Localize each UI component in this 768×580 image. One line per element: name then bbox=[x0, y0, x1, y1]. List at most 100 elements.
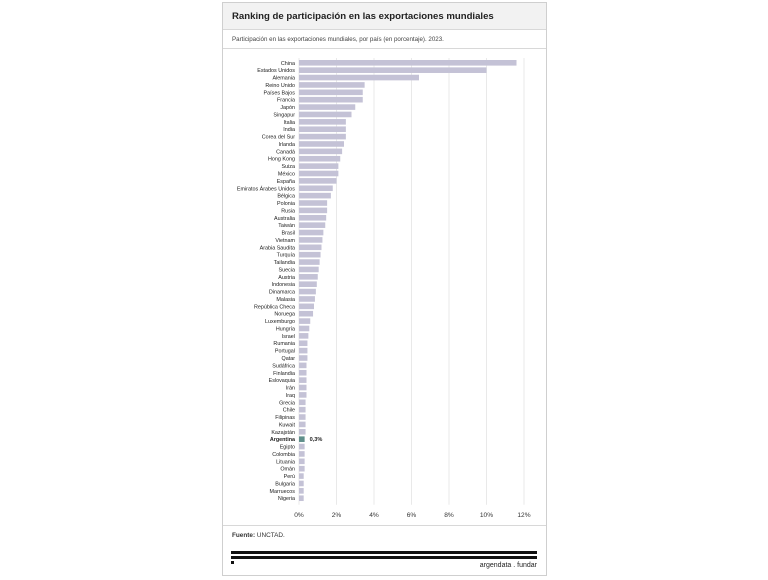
category-label-25: Arabia Saudita bbox=[260, 245, 295, 251]
bar-59 bbox=[299, 495, 304, 502]
bar-53 bbox=[299, 451, 305, 457]
category-label-23: Brasil bbox=[282, 231, 295, 237]
bar-40 bbox=[299, 355, 308, 361]
x-tick-label-1: 2% bbox=[332, 512, 342, 519]
bar-11 bbox=[299, 141, 344, 147]
category-label-10: Corea del Sur bbox=[262, 135, 295, 141]
category-label-32: Malasia bbox=[276, 297, 295, 303]
category-label-59: Nigeria bbox=[278, 496, 295, 502]
category-label-50: Kazajstán bbox=[271, 430, 295, 436]
category-label-7: Singapur bbox=[273, 112, 295, 118]
chart-card: Ranking de participación en las exportac… bbox=[222, 2, 547, 576]
bar-46 bbox=[299, 399, 306, 406]
category-label-0: China bbox=[281, 61, 295, 67]
category-label-57: Bulgaria bbox=[275, 481, 295, 487]
category-label-38: Rumania bbox=[273, 341, 295, 347]
bar-36 bbox=[299, 325, 310, 332]
category-label-33: República Checa bbox=[254, 304, 295, 310]
bar-10 bbox=[299, 133, 346, 140]
category-label-2: Alemania bbox=[273, 76, 295, 82]
category-label-6: Japón bbox=[280, 105, 295, 111]
category-label-51: Argentina bbox=[270, 437, 296, 443]
source-bar: Fuente: UNCTAD. bbox=[223, 525, 546, 545]
x-tick-label-3: 6% bbox=[407, 512, 417, 519]
category-label-4: Países Bajos bbox=[264, 90, 296, 96]
category-label-29: Austria bbox=[278, 275, 295, 281]
source-label: Fuente: bbox=[232, 532, 256, 539]
bar-18 bbox=[299, 192, 331, 199]
category-label-14: Suiza bbox=[282, 164, 296, 170]
bar-17 bbox=[299, 185, 333, 192]
bar-50 bbox=[299, 429, 306, 435]
bar-22 bbox=[299, 222, 326, 228]
bar-51 bbox=[299, 436, 305, 442]
data-label-highlight: 0,3% bbox=[310, 437, 323, 443]
category-label-53: Colombia bbox=[272, 452, 295, 458]
category-label-58: Marruecos bbox=[270, 489, 296, 495]
bar-42 bbox=[299, 369, 307, 376]
bar-21 bbox=[299, 214, 327, 221]
bar-30 bbox=[299, 281, 317, 287]
category-label-48: Filipinas bbox=[275, 415, 295, 421]
bar-3 bbox=[299, 82, 365, 88]
category-label-40: Qatar bbox=[282, 356, 296, 362]
x-tick-label-2: 4% bbox=[369, 512, 379, 519]
bar-34 bbox=[299, 310, 314, 317]
bar-44 bbox=[299, 384, 307, 391]
bar-26 bbox=[299, 251, 321, 258]
bar-1 bbox=[299, 67, 487, 73]
bar-14 bbox=[299, 163, 339, 169]
bar-48 bbox=[299, 414, 306, 420]
category-label-55: Omán bbox=[280, 467, 295, 473]
category-label-18: Bélgica bbox=[277, 194, 295, 200]
bar-13 bbox=[299, 155, 341, 162]
bar-9 bbox=[299, 126, 346, 133]
category-label-42: Finlandia bbox=[273, 371, 295, 377]
logo-dot bbox=[231, 561, 234, 564]
x-tick-label-5: 10% bbox=[480, 512, 493, 519]
bar-38 bbox=[299, 340, 308, 347]
logo-stripe-top bbox=[231, 551, 537, 554]
brand-name: argendata . fundar bbox=[479, 562, 537, 569]
bar-23 bbox=[299, 229, 324, 236]
bar-57 bbox=[299, 480, 304, 487]
source-note: Fuente: UNCTAD. bbox=[232, 532, 285, 539]
category-label-31: Dinamarca bbox=[269, 290, 295, 296]
category-label-43: Eslovaquia bbox=[269, 378, 295, 384]
bar-6 bbox=[299, 104, 356, 110]
category-label-39: Portugal bbox=[275, 349, 295, 355]
category-label-36: Hungría bbox=[276, 326, 295, 332]
category-label-37: Israel bbox=[282, 334, 295, 340]
bar-33 bbox=[299, 303, 314, 310]
bar-27 bbox=[299, 259, 320, 265]
category-label-47: Chile bbox=[283, 408, 295, 414]
bar-49 bbox=[299, 421, 306, 428]
category-label-5: Francia bbox=[277, 98, 295, 104]
brand-logo: argendata . fundar bbox=[231, 551, 537, 571]
category-label-49: Kuwait bbox=[279, 422, 296, 428]
chart-subtitle: Participación en las exportaciones mundi… bbox=[232, 36, 444, 43]
category-label-24: Vietnam bbox=[275, 238, 295, 244]
bar-16 bbox=[299, 178, 337, 184]
category-label-12: Canadá bbox=[276, 149, 295, 155]
category-label-35: Luxemburgo bbox=[265, 319, 295, 325]
category-label-17: Emiratos Árabes Unidos bbox=[237, 185, 295, 192]
category-label-45: Iraq bbox=[286, 393, 295, 399]
category-label-11: Irlanda bbox=[279, 142, 295, 148]
bar-54 bbox=[299, 458, 305, 465]
category-label-20: Rusia bbox=[281, 208, 295, 214]
bar-chart: 0% 2% 4% 6% 8% 10% 12% China Estados Unidos Alema… bbox=[223, 49, 546, 527]
bar-8 bbox=[299, 119, 346, 125]
bar-15 bbox=[299, 170, 339, 177]
bar-52 bbox=[299, 443, 305, 450]
bar-56 bbox=[299, 473, 304, 479]
category-label-9: India bbox=[283, 127, 295, 133]
subtitle-bar: Participación en las exportaciones mundi… bbox=[223, 30, 546, 49]
category-label-13: Hong Kong bbox=[268, 157, 295, 163]
category-label-52: Egipto bbox=[280, 445, 295, 451]
category-label-19: Polonia bbox=[277, 201, 295, 207]
category-label-30: Indonesia bbox=[272, 282, 295, 288]
category-label-56: Perú bbox=[284, 474, 295, 480]
bar-31 bbox=[299, 288, 316, 295]
